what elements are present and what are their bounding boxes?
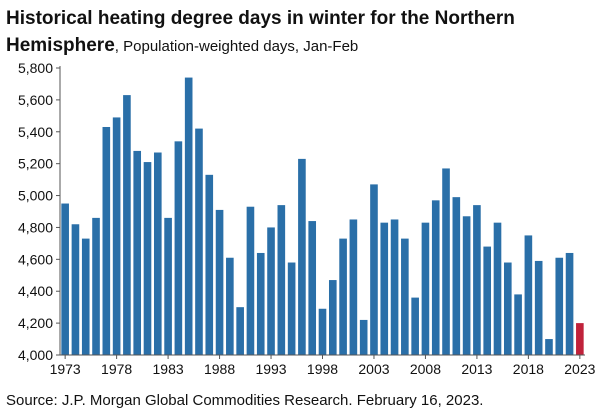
chart-subtitle: Population-weighted days, Jan-Feb xyxy=(123,38,359,55)
x-tick-label: 2008 xyxy=(410,361,441,377)
y-tick-label: 5,800 xyxy=(18,60,53,76)
bar-1981 xyxy=(143,162,152,355)
chart-title: Historical heating degree days in winter… xyxy=(6,8,515,56)
bar-2010 xyxy=(442,168,450,355)
y-tick-label: 4,400 xyxy=(18,283,53,299)
bar-1997 xyxy=(308,221,317,355)
y-tick-label: 4,800 xyxy=(18,219,53,235)
bar-1973 xyxy=(61,203,69,355)
bar-1976 xyxy=(92,217,100,355)
bar-2007 xyxy=(411,297,419,355)
bar-2021 xyxy=(555,257,564,355)
bar-1978 xyxy=(112,117,121,356)
bar-2002 xyxy=(359,319,368,355)
y-tick-label: 5,000 xyxy=(18,188,53,204)
x-tick-label: 1988 xyxy=(204,361,235,377)
bar-2008 xyxy=(421,222,430,355)
bar-1996 xyxy=(298,158,306,355)
chart-subtitle-sep: , xyxy=(114,38,124,55)
bar-2001 xyxy=(349,219,358,355)
bar-2016 xyxy=(503,262,512,355)
bar-2017 xyxy=(514,294,522,355)
x-tick-label: 1993 xyxy=(255,361,286,377)
chart-title-block: Historical heating degree days in winter… xyxy=(6,6,592,60)
x-tick-label: 1983 xyxy=(153,361,184,377)
bar-1995 xyxy=(287,262,296,355)
bar-1998 xyxy=(318,308,327,355)
x-tick-label: 1998 xyxy=(307,361,338,377)
bar-2015 xyxy=(493,222,502,355)
bar-2004 xyxy=(380,222,389,355)
bar-2000 xyxy=(339,238,347,355)
bar-1989 xyxy=(226,257,234,355)
bar-1984 xyxy=(174,141,183,355)
bar-2013 xyxy=(473,205,481,355)
bar-1979 xyxy=(123,95,131,356)
bar-1994 xyxy=(277,205,286,355)
bar-1993 xyxy=(267,227,275,355)
x-tick-label: 1978 xyxy=(101,361,132,377)
bar-1990 xyxy=(236,307,244,355)
bar-1992 xyxy=(256,252,265,355)
bar-1985 xyxy=(184,77,193,355)
bar-1983 xyxy=(164,217,172,355)
bar-2006 xyxy=(401,238,409,355)
source-note: Source: J.P. Morgan Global Commodities R… xyxy=(6,392,484,409)
y-tick-label: 4,000 xyxy=(18,347,53,363)
bar-1988 xyxy=(215,209,224,355)
y-tick-label: 4,200 xyxy=(18,315,53,331)
bar-1987 xyxy=(205,174,214,355)
bar-2012 xyxy=(462,216,471,355)
bar-1975 xyxy=(81,238,90,355)
bar-1980 xyxy=(133,150,142,355)
y-tick-label: 4,600 xyxy=(18,251,53,267)
bar-2005 xyxy=(390,219,399,355)
bar-2023 xyxy=(576,323,584,355)
y-tick-label: 5,200 xyxy=(18,156,53,172)
x-tick-label: 2023 xyxy=(564,361,595,377)
y-tick-label: 5,600 xyxy=(18,92,53,108)
bar-2020 xyxy=(545,339,553,355)
bar-1974 xyxy=(71,224,80,355)
bar-2011 xyxy=(452,197,461,355)
x-tick-label: 2013 xyxy=(461,361,492,377)
bar-2022 xyxy=(565,252,574,355)
bar-1999 xyxy=(328,280,337,355)
bar-1977 xyxy=(102,126,111,356)
y-tick-label: 5,400 xyxy=(18,124,53,140)
x-tick-label: 1973 xyxy=(50,361,81,377)
bar-2003 xyxy=(370,184,378,355)
bar-1982 xyxy=(153,152,162,355)
bar-2018 xyxy=(524,235,533,355)
bar-2019 xyxy=(534,260,543,355)
bar-2009 xyxy=(431,200,440,355)
x-tick-label: 2018 xyxy=(513,361,544,377)
bar-2014 xyxy=(483,246,492,355)
x-tick-label: 2003 xyxy=(358,361,389,377)
bar-1986 xyxy=(195,128,203,355)
bar-1991 xyxy=(246,206,255,355)
